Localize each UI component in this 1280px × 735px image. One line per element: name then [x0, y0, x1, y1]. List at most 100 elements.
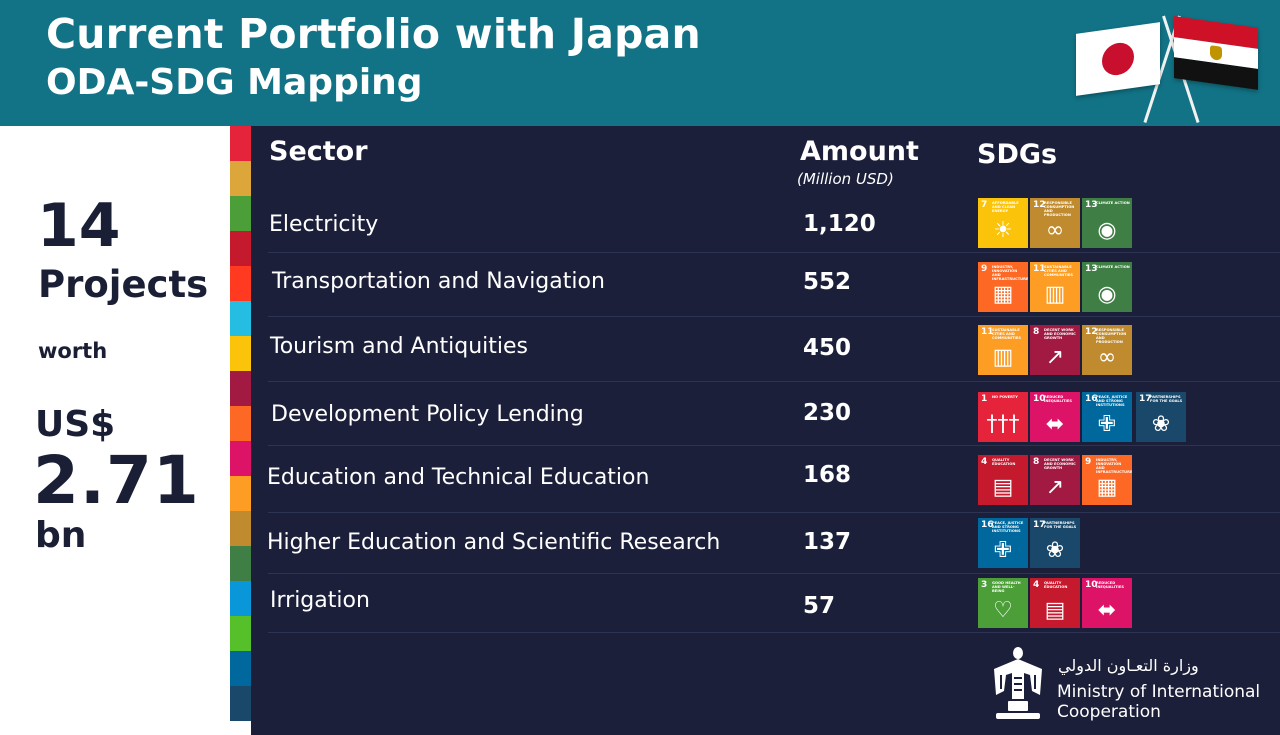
sdg-number: 11	[1033, 264, 1046, 274]
sdg-title: Peace, Justice and Strong Institutions	[1096, 395, 1128, 408]
sdg-number: 11	[981, 327, 994, 337]
flower-icon: ❀	[1151, 412, 1171, 437]
stripe-segment	[230, 266, 251, 301]
sdg-number: 8	[1033, 457, 1040, 467]
sector-name: Development Policy Lending	[271, 402, 584, 427]
row-divider	[268, 512, 1280, 513]
stripe-segment	[230, 196, 251, 231]
sdg-4-tile: 4 Quality Education ▤	[978, 455, 1028, 505]
worth-label: worth	[38, 339, 108, 363]
amount-value: 168	[803, 462, 852, 488]
column-header-sector: Sector	[269, 136, 368, 167]
sdg-title: No Poverty	[992, 395, 1018, 399]
sdg-12-tile: 12 Responsible Consumption and Production…	[1030, 198, 1080, 248]
stripe-segment	[230, 651, 251, 686]
growth-chart-icon: ↗	[1045, 345, 1065, 370]
sdg-title: Climate Action	[1096, 265, 1130, 269]
amount-value: 1,120	[803, 211, 876, 237]
sdg-11-tile: 11 Sustainable Cities and Communities ▥	[1030, 262, 1080, 312]
sdg-10-tile: 10 Reduced Inequalities ⬌	[1082, 578, 1132, 628]
row-divider	[268, 445, 1280, 446]
stripe-segment	[230, 336, 251, 371]
amount-value: 552	[803, 269, 852, 295]
infinity-icon: ∞	[1045, 218, 1065, 243]
sdg-17-tile: 17 Partnerships for the Goals ❀	[1136, 392, 1186, 442]
sdg-number: 17	[1139, 394, 1152, 404]
sun-icon: ☀	[993, 218, 1013, 243]
ministry-name-english: Ministry of International Cooperation	[1057, 682, 1261, 722]
infinity-icon: ∞	[1097, 345, 1117, 370]
sdg-4-tile: 4 Quality Education ▤	[1030, 578, 1080, 628]
eye-globe-icon: ◉	[1097, 218, 1117, 243]
sdg-number: 1	[981, 394, 988, 404]
sector-name: Irrigation	[270, 588, 370, 613]
row-divider	[268, 573, 1280, 574]
sdg-title: Partnerships for the Goals	[1150, 395, 1183, 404]
summary-panel	[0, 126, 230, 735]
currency-label: US$	[35, 404, 116, 445]
sdg-title: Decent Work and Economic Growth	[1044, 328, 1076, 341]
sdg-11-tile: 11 Sustainable Cities and Communities ▥	[978, 325, 1028, 375]
stripe-segment	[230, 126, 251, 161]
sector-name: Higher Education and Scientific Research	[267, 530, 721, 555]
sdg-13-tile: 13 Climate Action ◉	[1082, 198, 1132, 248]
column-header-sdgs: SDGs	[977, 139, 1058, 170]
projects-label: Projects	[38, 263, 209, 306]
book-icon: ▤	[1044, 598, 1066, 623]
stripe-segment	[230, 161, 251, 196]
japan-flag-icon	[1076, 22, 1160, 96]
growth-chart-icon: ↗	[1045, 475, 1065, 500]
row-divider	[268, 381, 1280, 382]
sdg-number: 3	[981, 580, 988, 590]
family-icon: †††	[986, 412, 1020, 437]
sdg-title: Responsible Consumption and Production	[1096, 328, 1127, 345]
sdg-title: Reduced Inequalities	[1096, 581, 1124, 590]
total-value: 2.71	[33, 442, 200, 519]
sdg-8-tile: 8 Decent Work and Economic Growth ↗	[1030, 325, 1080, 375]
stripe-segment	[230, 546, 251, 581]
sdg-number: 7	[981, 200, 988, 210]
sector-name: Education and Technical Education	[267, 465, 650, 490]
amount-unit-label: (Million USD)	[797, 170, 894, 188]
dove-icon: ✙	[1097, 412, 1117, 437]
sdg-13-tile: 13 Climate Action ◉	[1082, 262, 1132, 312]
sdg-title: Industry, Innovation and Infrastructure	[1096, 458, 1132, 475]
eye-globe-icon: ◉	[1097, 282, 1117, 307]
sdg-title: Responsible Consumption and Production	[1044, 201, 1075, 218]
row-divider	[268, 632, 1280, 633]
sdg-title: Climate Action	[1096, 201, 1130, 205]
sdg-number: 16	[981, 520, 994, 530]
sdg-number: 8	[1033, 327, 1040, 337]
city-icon: ▥	[1044, 282, 1066, 307]
row-divider	[268, 316, 1280, 317]
sdg-number: 12	[1085, 327, 1098, 337]
sdg-color-stripe	[230, 126, 251, 735]
equality-icon: ⬌	[1045, 412, 1065, 437]
stripe-segment	[230, 406, 251, 441]
sdg-17-tile: 17 Partnerships for the Goals ❀	[1030, 518, 1080, 568]
sdg-number: 12	[1033, 200, 1046, 210]
row-divider	[268, 252, 1280, 253]
sdg-title: Decent Work and Economic Growth	[1044, 458, 1076, 471]
total-unit: bn	[35, 515, 87, 556]
sector-name: Transportation and Navigation	[272, 269, 605, 294]
stripe-segment	[230, 371, 251, 406]
sdg-title: Sustainable Cities and Communities	[992, 328, 1021, 341]
stripe-segment	[230, 231, 251, 266]
sector-name: Tourism and Antiquities	[270, 334, 529, 359]
amount-value: 57	[803, 593, 836, 619]
sdg-10-tile: 10 Reduced Inequalities ⬌	[1030, 392, 1080, 442]
sdg-1-tile: 1 No Poverty †††	[978, 392, 1028, 442]
city-icon: ▥	[992, 345, 1014, 370]
stripe-segment	[230, 581, 251, 616]
sdg-number: 9	[1085, 457, 1092, 467]
sdg-number: 10	[1085, 580, 1098, 590]
stripe-segment	[230, 511, 251, 546]
flags-graphic	[1066, 10, 1266, 128]
sdg-title: Industry, Innovation and Infrastructure	[992, 265, 1028, 282]
stripe-segment	[230, 616, 251, 651]
sdg-number: 17	[1033, 520, 1046, 530]
sdg-number: 13	[1085, 264, 1098, 274]
projects-count: 14	[37, 191, 121, 261]
sdg-title: Partnerships for the Goals	[1044, 521, 1077, 530]
